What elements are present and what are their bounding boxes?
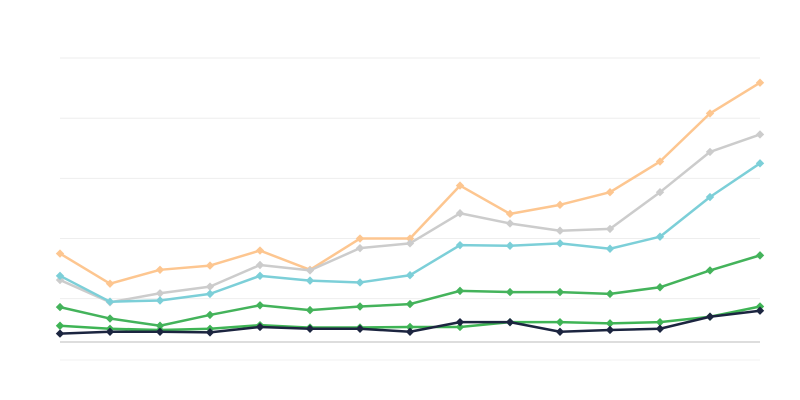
point-marker xyxy=(555,200,565,210)
point-marker xyxy=(355,243,365,253)
point-marker xyxy=(655,232,665,241)
point-marker xyxy=(655,157,665,166)
point-marker xyxy=(205,289,215,299)
point-marker xyxy=(555,287,565,297)
point-marker xyxy=(405,271,415,280)
point-marker xyxy=(155,265,165,275)
point-marker xyxy=(705,147,715,157)
point-marker xyxy=(405,322,415,332)
point-marker xyxy=(755,159,765,168)
series-line xyxy=(59,81,761,285)
point-marker xyxy=(205,261,215,270)
point-marker xyxy=(705,109,715,118)
point-marker xyxy=(605,224,615,234)
point-marker xyxy=(555,317,565,327)
point-marker xyxy=(405,299,415,309)
point-marker xyxy=(755,302,765,311)
point-marker xyxy=(455,317,465,327)
point-marker xyxy=(355,302,365,311)
point-marker xyxy=(155,321,165,330)
point-marker xyxy=(305,276,315,285)
point-marker xyxy=(205,328,215,337)
point-marker xyxy=(505,287,515,297)
point-marker xyxy=(555,327,565,336)
point-marker xyxy=(705,312,715,321)
point-marker xyxy=(55,271,65,281)
point-marker xyxy=(305,324,315,333)
point-marker xyxy=(105,297,115,306)
point-marker xyxy=(255,260,265,270)
point-marker xyxy=(655,324,665,333)
point-marker xyxy=(605,244,615,253)
point-marker xyxy=(55,249,65,258)
point-marker xyxy=(555,239,565,248)
point-marker xyxy=(255,246,265,255)
point-marker xyxy=(505,317,515,327)
point-marker xyxy=(455,286,465,296)
point-marker xyxy=(255,322,265,332)
point-marker xyxy=(455,322,465,332)
point-marker xyxy=(55,321,65,330)
point-marker xyxy=(655,317,665,327)
point-marker xyxy=(55,302,65,312)
point-marker xyxy=(155,296,165,305)
point-marker xyxy=(405,327,415,336)
series-line xyxy=(59,162,761,303)
point-marker xyxy=(205,310,215,320)
point-marker xyxy=(455,209,465,218)
point-marker xyxy=(755,251,765,260)
point-marker xyxy=(55,329,65,338)
point-marker xyxy=(305,266,315,275)
point-marker xyxy=(755,130,765,139)
point-marker xyxy=(505,219,515,228)
point-marker xyxy=(405,239,415,248)
point-marker xyxy=(755,78,765,87)
point-marker xyxy=(455,181,465,190)
point-marker xyxy=(105,327,115,336)
point-marker xyxy=(355,234,365,243)
point-marker xyxy=(755,306,765,315)
point-marker xyxy=(105,279,115,288)
point-marker xyxy=(505,241,515,250)
point-marker xyxy=(655,283,665,292)
point-marker xyxy=(355,278,365,287)
point-marker xyxy=(255,271,265,281)
point-marker xyxy=(305,305,315,315)
point-marker xyxy=(605,289,615,299)
point-marker xyxy=(655,188,665,197)
point-marker xyxy=(705,192,715,202)
point-marker xyxy=(555,226,565,235)
point-marker xyxy=(605,325,615,335)
point-marker xyxy=(455,240,465,250)
point-marker xyxy=(255,301,265,310)
point-marker xyxy=(205,282,215,291)
point-marker xyxy=(105,314,115,323)
point-marker xyxy=(155,289,165,298)
point-marker xyxy=(605,188,615,197)
series-line xyxy=(59,254,761,328)
point-marker xyxy=(605,319,615,328)
point-marker xyxy=(355,324,365,333)
point-marker xyxy=(705,266,715,275)
point-marker xyxy=(505,209,515,219)
point-marker xyxy=(155,327,165,336)
